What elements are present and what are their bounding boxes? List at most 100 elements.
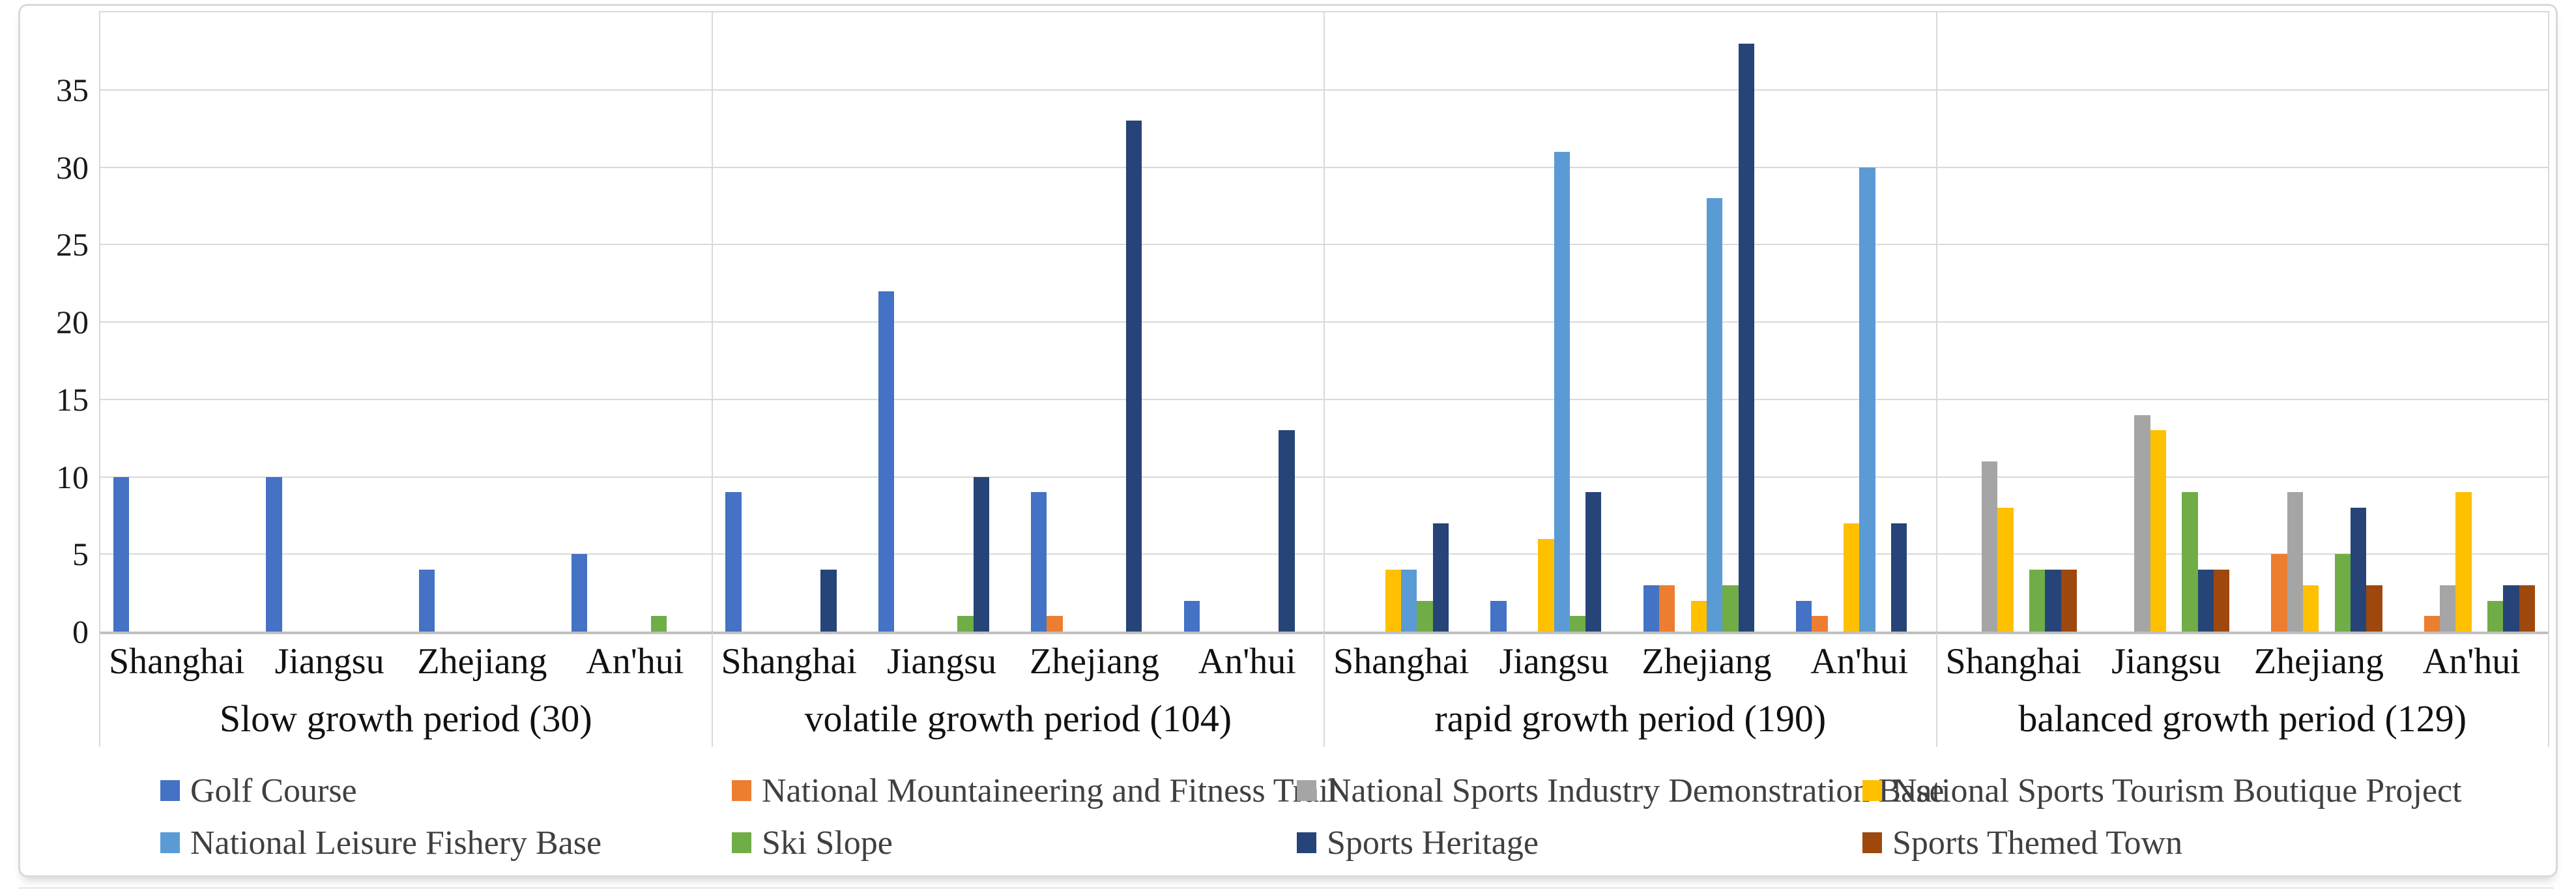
bar-slot <box>1432 12 1449 632</box>
bar-demonstration-base <box>2134 415 2150 632</box>
axis-group-4: Shanghai Jiangsu Zhejiang An'hui balanced gr… <box>1937 633 2549 747</box>
bar-mountaineering-trail <box>2424 616 2440 632</box>
bar-slot <box>973 12 989 632</box>
city-label-row: Shanghai Jiangsu Zhejiang An'hui <box>1937 633 2549 690</box>
bar-slot <box>530 12 545 632</box>
legend-row-2: National Leisure Fishery Base Ski Slope Sp… <box>20 822 2556 864</box>
bar-slot <box>1142 12 1157 632</box>
bar-slot <box>2103 12 2119 632</box>
bar-slot <box>1078 12 1094 632</box>
city-label: Zhejiang <box>1029 641 1159 682</box>
y-axis-tick-label: 0 <box>72 613 89 650</box>
city-label: Shanghai <box>721 641 857 682</box>
bar-ski-slope <box>2029 570 2046 632</box>
bar-slot <box>894 12 910 632</box>
y-axis-tick-label: 10 <box>56 458 89 495</box>
legend-item-ski-slope: Ski Slope <box>732 822 893 864</box>
bar-tourism-boutique <box>2455 492 2472 632</box>
bar-golf-course <box>1796 600 1812 632</box>
bar-fishery-base <box>1859 167 1875 632</box>
bar-slot <box>1031 12 1047 632</box>
city-cluster-shanghai <box>1937 12 2090 632</box>
bar-ski-slope <box>1417 600 1433 632</box>
bar-slot <box>1126 12 1142 632</box>
bar-slot <box>1110 12 1126 632</box>
bar-ski-slope <box>2487 600 2504 632</box>
bar-sports-heritage <box>1126 121 1142 632</box>
bar-cluster <box>2409 12 2536 632</box>
bar-slot <box>603 12 619 632</box>
bar-slot <box>330 12 345 632</box>
bar-fishery-base <box>1401 570 1417 632</box>
chart-figure: 0 5 10 15 20 25 30 35 Shanghai Jiangsu Zhejiang An… <box>18 4 2558 877</box>
bar-mountaineering-trail <box>1812 616 1828 632</box>
y-axis-tick-label: 15 <box>56 381 89 418</box>
bar-sports-heritage <box>2045 570 2061 632</box>
bar-cluster <box>1796 12 1923 632</box>
bar-slot <box>1722 12 1739 632</box>
bar-golf-course <box>113 476 130 632</box>
bar-slot <box>1507 12 1522 632</box>
y-axis-tick-label: 5 <box>72 536 89 573</box>
bar-cluster <box>572 12 699 632</box>
bar-slot <box>1601 12 1617 632</box>
bar-slot <box>482 12 498 632</box>
bar-mountaineering-trail <box>2271 554 2287 632</box>
bar-slot <box>313 12 329 632</box>
bar-slot <box>2182 12 2198 632</box>
bar-slot <box>1094 12 1110 632</box>
period-group-2 <box>713 12 1325 632</box>
bar-cluster <box>2103 12 2230 632</box>
bar-slot <box>2166 12 2182 632</box>
bar-cluster <box>1950 12 2077 632</box>
bar-golf-course <box>1031 492 1047 632</box>
bar-cluster <box>725 12 852 632</box>
bar-ski-slope <box>1569 616 1586 632</box>
bar-slot <box>2150 12 2167 632</box>
city-cluster-zhejiang <box>406 12 558 632</box>
city-cluster-shanghai <box>1325 12 1477 632</box>
bar-slot <box>435 12 450 632</box>
bar-slot <box>942 12 957 632</box>
bar-slot <box>209 12 224 632</box>
bar-slot <box>2303 12 2319 632</box>
legend-label-fishery-base: National Leisure Fishery Base <box>190 824 602 862</box>
bar-slot <box>361 12 377 632</box>
city-label: An'hui <box>586 641 684 682</box>
bar-slot <box>1569 12 1586 632</box>
bar-demonstration-base <box>1982 461 1998 632</box>
city-label-row: Shanghai Jiangsu Zhejiang An'hui <box>100 633 712 690</box>
legend-row-1: Golf Course National Mountaineering and F… <box>20 770 2556 811</box>
bar-sports-heritage <box>2197 570 2214 632</box>
city-cluster-zhejiang <box>2242 12 2395 632</box>
bar-tourism-boutique <box>1690 600 1707 632</box>
bar-slot <box>2334 12 2351 632</box>
period-group-3 <box>1325 12 1937 632</box>
bar-tourism-boutique <box>2303 585 2319 632</box>
bar-slot <box>805 12 820 632</box>
bar-slot <box>742 12 757 632</box>
legend-label-sports-heritage: Sports Heritage <box>1327 824 1539 862</box>
bar-ski-slope <box>2182 492 2198 632</box>
bar-sports-heritage <box>1585 492 1602 632</box>
bar-themed-town <box>2519 585 2536 632</box>
bar-golf-course <box>725 492 742 632</box>
bar-golf-course <box>1183 600 1200 632</box>
bar-slot <box>1263 12 1279 632</box>
bar-themed-town <box>2213 570 2230 632</box>
bar-slot <box>1047 12 1063 632</box>
bar-demonstration-base <box>2287 492 2304 632</box>
bar-slot <box>910 12 925 632</box>
bar-slot <box>1279 12 1295 632</box>
bar-sports-heritage <box>2351 508 2367 632</box>
bar-cluster <box>266 12 393 632</box>
bar-sports-heritage <box>2503 585 2519 632</box>
bar-slot <box>1353 12 1369 632</box>
bar-slot <box>2213 12 2230 632</box>
bar-slot <box>878 12 895 632</box>
bar-slot <box>957 12 974 632</box>
bar-slot <box>2255 12 2271 632</box>
city-cluster-shanghai <box>100 12 253 632</box>
bar-slot <box>298 12 313 632</box>
